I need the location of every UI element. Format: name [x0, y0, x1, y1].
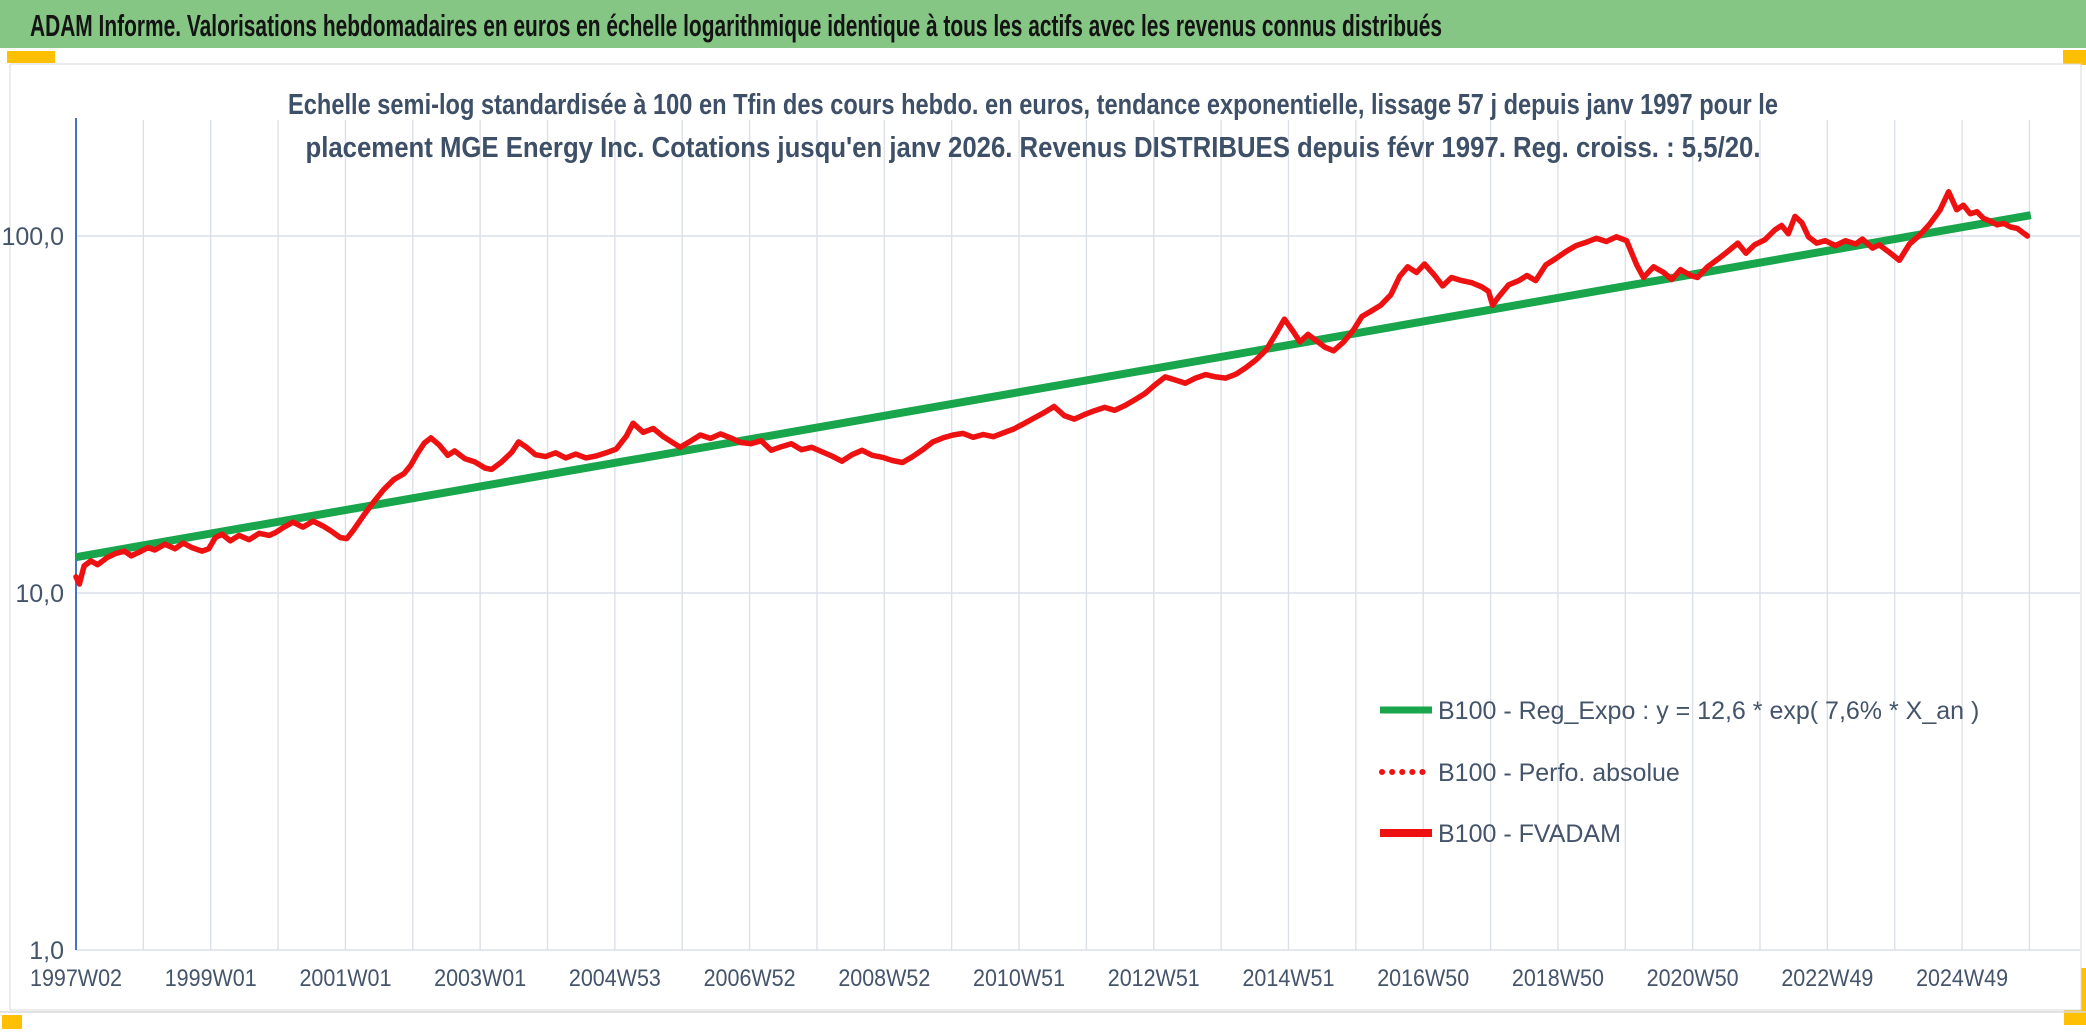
axis-labels: 1,0 10,0 100,0 1997W02 1999W01 2001W01 2003W01… — [1, 223, 2008, 992]
x-tick-label: 1999W01 — [165, 965, 257, 992]
y-tick-label: 10,0 — [15, 580, 64, 608]
grid — [76, 120, 2080, 951]
yellow-marker-top-left — [7, 51, 55, 63]
x-tick-label: 2024W49 — [1916, 965, 2008, 992]
x-tick-label: 2018W50 — [1512, 965, 1604, 992]
banner — [0, 0, 2086, 48]
x-tick-label: 2006W52 — [704, 965, 796, 992]
x-tick-label: 2012W51 — [1108, 965, 1200, 992]
series-fvadam-line — [73, 189, 2031, 587]
chart-title-line1: Echelle semi-log standardisée à 100 en T… — [288, 89, 1778, 121]
x-tick-label: 2020W50 — [1647, 965, 1739, 992]
x-tick-label: 2008W52 — [838, 965, 930, 992]
x-tick-label: 1997W02 — [30, 965, 122, 992]
x-tick-label: 2016W50 — [1377, 965, 1469, 992]
series-group — [73, 185, 2032, 592]
chart-title-line2: placement MGE Energy Inc. Cotations jusq… — [306, 132, 1761, 164]
banner-title: ADAM Informe. Valorisations hebdomadaire… — [30, 8, 1442, 43]
x-tick-label: 2001W01 — [299, 965, 391, 992]
chart-panel — [9, 63, 2082, 1011]
legend-label-fvadam: B100 - FVADAM — [1438, 820, 1621, 848]
y-tick-label: 1,0 — [29, 937, 64, 965]
x-tick-label: 2022W49 — [1781, 965, 1873, 992]
x-tick-label: 2010W51 — [973, 965, 1065, 992]
x-tick-label: 2003W01 — [434, 965, 526, 992]
x-tick-label: 2014W51 — [1242, 965, 1334, 992]
x-tick-label: 2004W53 — [569, 965, 661, 992]
legend-label-perfo: B100 - Perfo. absolue — [1438, 759, 1680, 787]
yellow-marker-top-right — [2063, 50, 2086, 65]
y-tick-label: 100,0 — [1, 223, 64, 251]
yellow-marker-bottom-left — [2, 1015, 22, 1029]
legend: B100 - Reg_Expo : y = 12,6 * exp( 7,6% *… — [1379, 697, 1979, 848]
legend-label-trend: B100 - Reg_Expo : y = 12,6 * exp( 7,6% *… — [1438, 697, 1979, 725]
